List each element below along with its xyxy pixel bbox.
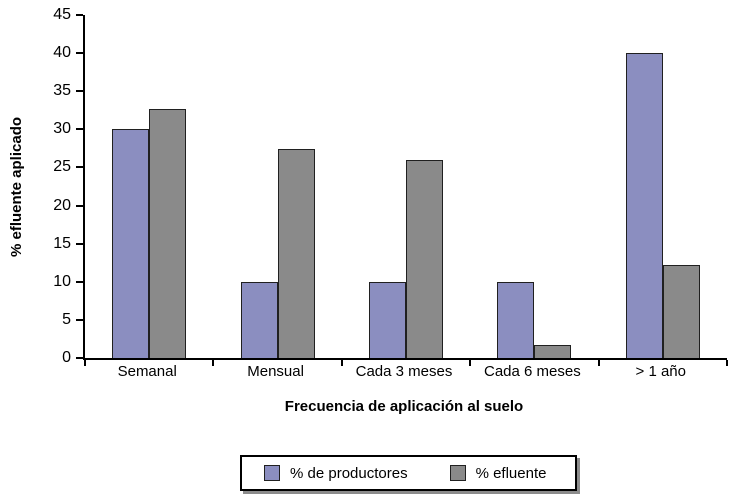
y-axis-tick [76, 128, 83, 131]
x-axis-tick [340, 360, 343, 366]
y-axis-tick [76, 242, 83, 245]
y-axis-tick [76, 318, 83, 321]
bar [149, 108, 187, 358]
bar [497, 281, 535, 358]
legend-label: % efluente [475, 464, 547, 482]
bar-group-1 [85, 15, 213, 358]
bar-group-2 [213, 15, 341, 358]
y-axis-tick-label: 0 [62, 349, 71, 366]
bar [534, 345, 572, 358]
legend-label: % de productores [290, 464, 408, 482]
x-axis-tick [212, 360, 215, 366]
legend-swatch-icon [264, 465, 280, 481]
x-axis-category-label: Mensual [247, 363, 304, 380]
x-axis-tick [597, 360, 600, 366]
x-axis-labels: Semanal Mensual Cada 3 meses Cada 6 meses > … [83, 363, 725, 380]
bar-group-4 [470, 15, 598, 358]
y-axis-tick [76, 204, 83, 207]
legend: % de productores % efluente [240, 455, 577, 491]
y-axis-tick [76, 90, 83, 93]
legend-item: % de productores [264, 465, 408, 482]
plot-area: 0 5 10 15 20 25 30 35 40 45 [53, 7, 728, 366]
x-axis-category-label: Cada 6 meses [484, 363, 581, 380]
legend-item: % efluente [449, 464, 547, 482]
y-axis-tick-label: 5 [62, 310, 71, 328]
y-axis-title: % efluente aplicado [8, 116, 25, 257]
bar [662, 265, 700, 358]
bar [368, 281, 406, 358]
bar [625, 53, 663, 358]
bar [277, 149, 315, 358]
y-axis-tick-label: 15 [53, 234, 71, 252]
y-axis-tick [76, 280, 83, 283]
y-axis-tick-label: 20 [53, 196, 71, 214]
bar [405, 159, 443, 358]
x-axis-tick [469, 360, 472, 366]
x-axis-title: Frecuencia de aplicación al suelo [284, 398, 524, 415]
y-axis-tick [76, 357, 83, 359]
y-axis-tick [76, 14, 83, 16]
x-axis-category-label: Cada 3 meses [355, 363, 453, 380]
y-axis-tick [76, 52, 83, 55]
y-axis-tick-label: 45 [53, 6, 71, 23]
x-axis-category-label: Semanal [117, 363, 177, 380]
bar [240, 281, 278, 358]
x-axis-tick [84, 360, 86, 366]
y-axis-tick-label: 30 [53, 120, 71, 138]
y-axis-tick-label: 40 [53, 44, 71, 62]
x-axis-category-label: > 1 año [635, 363, 686, 380]
legend-swatch-icon [449, 465, 466, 481]
bar [112, 129, 150, 358]
y-axis-tick [76, 166, 83, 169]
y-axis-tick-label: 35 [53, 82, 71, 100]
y-axis-tick-label: 25 [53, 158, 71, 176]
bar-group-5 [599, 15, 727, 358]
y-axis-tick-label: 10 [53, 272, 71, 290]
x-axis-tick [726, 360, 728, 366]
bar-group-3 [342, 15, 470, 358]
